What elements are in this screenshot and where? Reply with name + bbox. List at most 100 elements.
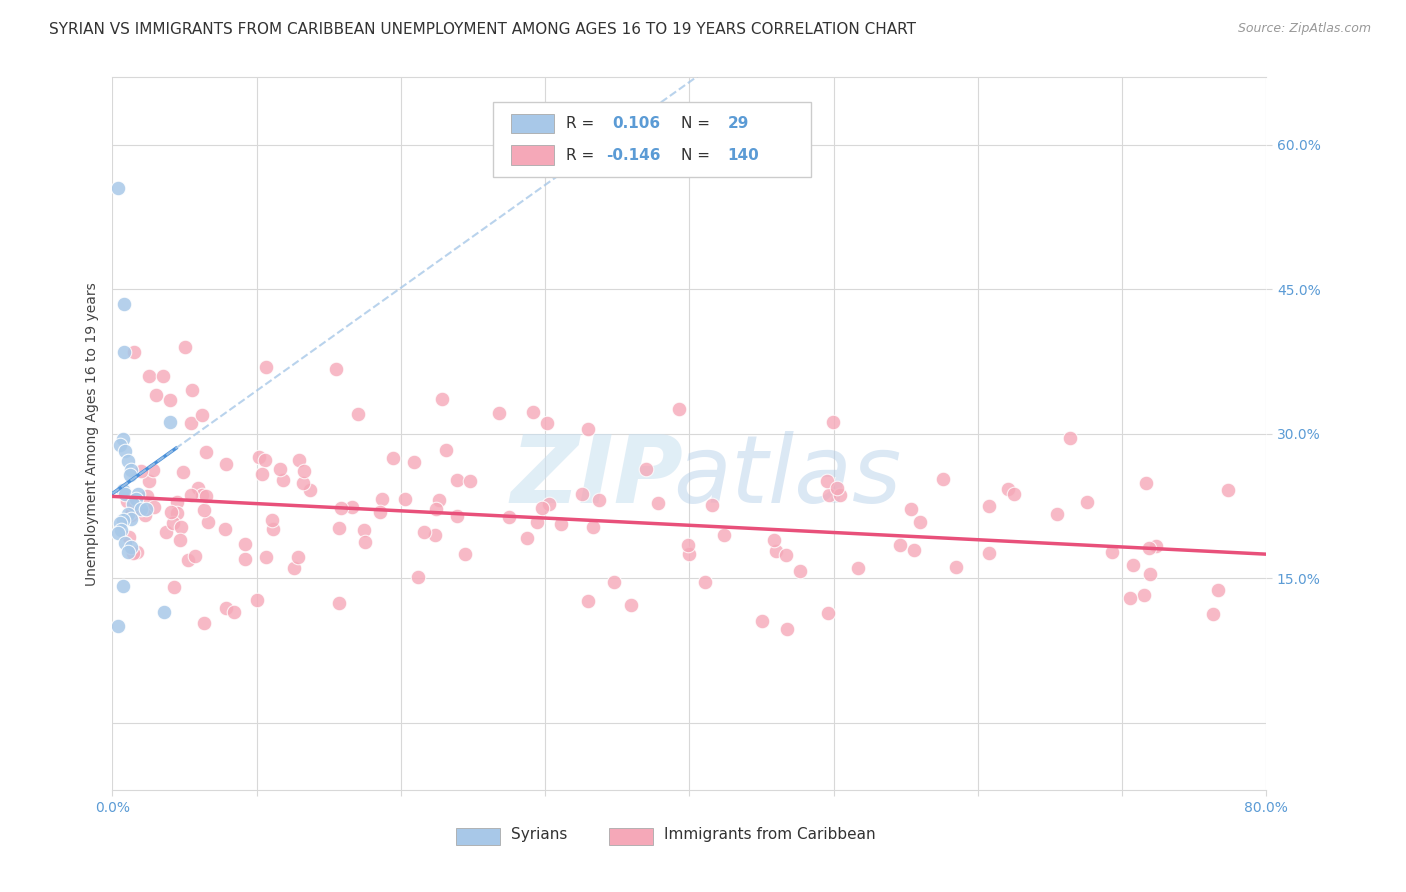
Point: [159, 505, 181, 519]
Point: [111, 483, 134, 497]
Bar: [510, 113, 554, 134]
Text: -0.146: -0.146: [606, 148, 661, 163]
Point: [1202, 607, 1225, 622]
Point: [536, 416, 558, 430]
Y-axis label: Unemployment Among Ages 16 to 19 years: Unemployment Among Ages 16 to 19 years: [86, 282, 100, 586]
Text: Syrians: Syrians: [510, 827, 567, 842]
Point: [187, 481, 209, 495]
Point: [328, 596, 350, 610]
Point: [425, 502, 447, 516]
Text: R =: R =: [567, 116, 599, 131]
Point: [446, 474, 468, 488]
Text: 29: 29: [727, 116, 749, 131]
Point: [1144, 539, 1167, 553]
Point: [117, 454, 139, 468]
Point: [120, 541, 142, 555]
Point: [1122, 558, 1144, 572]
Point: [120, 508, 142, 522]
Point: [127, 487, 149, 501]
Point: [381, 451, 404, 466]
Point: [1135, 475, 1157, 490]
Point: [1119, 591, 1142, 606]
Point: [823, 415, 845, 429]
Point: [328, 521, 350, 535]
Point: [762, 533, 785, 548]
Point: [775, 548, 797, 562]
Text: SYRIAN VS IMMIGRANTS FROM CARIBBEAN UNEMPLOYMENT AMONG AGES 16 TO 19 YEARS CORRE: SYRIAN VS IMMIGRANTS FROM CARIBBEAN UNEM…: [49, 22, 917, 37]
Point: [191, 408, 214, 422]
Point: [131, 502, 153, 516]
Point: [932, 472, 955, 486]
Point: [191, 488, 214, 502]
Point: [117, 507, 139, 521]
Point: [118, 468, 141, 483]
Point: [112, 297, 135, 311]
Point: [256, 360, 278, 375]
Point: [138, 475, 160, 489]
Point: [247, 450, 270, 465]
Point: [412, 525, 434, 540]
Point: [576, 422, 599, 436]
Text: N =: N =: [682, 148, 716, 163]
Point: [172, 466, 194, 480]
Point: [846, 561, 869, 575]
Point: [195, 489, 218, 503]
Point: [634, 462, 657, 476]
Point: [713, 527, 735, 541]
Point: [765, 543, 787, 558]
Point: [114, 487, 136, 501]
Point: [1059, 431, 1081, 445]
Point: [118, 530, 141, 544]
Point: [254, 453, 277, 467]
Point: [120, 511, 142, 525]
Point: [122, 345, 145, 359]
Point: [108, 516, 131, 531]
Point: [330, 501, 353, 516]
Point: [115, 494, 138, 508]
Point: [107, 181, 129, 195]
Point: [169, 520, 191, 534]
Point: [169, 533, 191, 547]
Point: [582, 519, 605, 533]
Point: [776, 623, 799, 637]
Point: [152, 369, 174, 384]
Point: [166, 494, 188, 508]
Point: [603, 574, 626, 589]
Point: [135, 502, 157, 516]
Point: [114, 444, 136, 458]
Point: [353, 534, 375, 549]
Point: [153, 605, 176, 619]
Point: [550, 516, 572, 531]
Point: [1002, 487, 1025, 501]
Point: [180, 488, 202, 502]
Point: [121, 497, 143, 511]
Point: [818, 488, 841, 502]
Bar: [457, 828, 501, 846]
Point: [425, 528, 447, 542]
Point: [292, 464, 315, 478]
Point: [522, 405, 544, 419]
Point: [254, 550, 277, 565]
Point: [159, 415, 181, 429]
Point: [571, 487, 593, 501]
Point: [825, 481, 848, 495]
Point: [1046, 507, 1069, 521]
Point: [246, 593, 269, 607]
Point: [107, 526, 129, 541]
Point: [977, 546, 1000, 560]
Point: [138, 369, 160, 384]
Point: [394, 491, 416, 506]
Point: [903, 542, 925, 557]
Point: [135, 489, 157, 503]
Point: [108, 438, 131, 452]
Point: [125, 545, 148, 559]
Point: [180, 416, 202, 430]
Point: [488, 406, 510, 420]
Point: [353, 524, 375, 538]
Point: [262, 522, 284, 536]
Point: [538, 496, 561, 510]
Point: [142, 463, 165, 477]
Point: [269, 462, 291, 476]
Point: [180, 384, 202, 398]
Point: [215, 457, 238, 471]
